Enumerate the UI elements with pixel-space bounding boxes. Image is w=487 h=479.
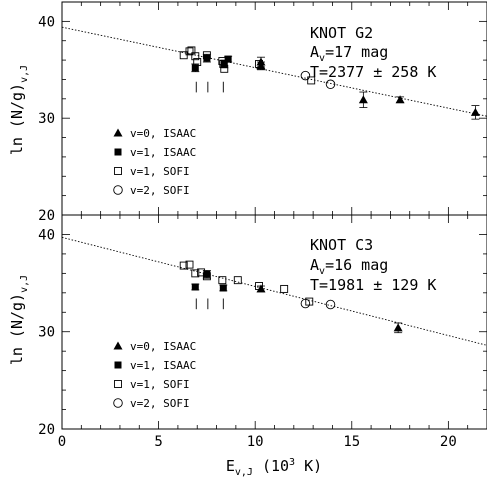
- bottom-data-point: [185, 260, 194, 269]
- bottom-x-tick-label: 0: [58, 434, 66, 450]
- top-data-point: [191, 64, 199, 72]
- bottom-legend-label: v=1, SOFI: [130, 378, 190, 391]
- bottom-data-point: [300, 298, 311, 309]
- top-annotation-temp: T=2377 ± 258 K: [310, 63, 436, 81]
- top-data-point: [203, 54, 211, 62]
- bottom-panel: 0 5 10 15 20 20 30 40 v=0, ISAAC v=1, ISAAC v=1, S…: [38, 214, 487, 450]
- bottom-data-point: [179, 261, 188, 270]
- bottom-y-tick-label: 30: [38, 325, 55, 341]
- bottom-y-tick-label: 40: [38, 227, 55, 243]
- top-data-point: [307, 76, 316, 85]
- top-data-point: [470, 107, 480, 116]
- bottom-x-tick-label: 10: [247, 434, 264, 450]
- top-data-point: [300, 70, 311, 81]
- bottom-legend-label: v=2, SOFI: [130, 397, 190, 410]
- bottom-data-point: [219, 284, 227, 292]
- bottom-data-point: [191, 283, 199, 291]
- top-data-point: [202, 51, 211, 60]
- top-legend-label: v=2, SOFI: [130, 184, 190, 197]
- bottom-legend-symbol: [113, 398, 123, 408]
- top-data-point: [255, 60, 263, 68]
- top-legend-symbol: [113, 128, 123, 137]
- bottom-data-point: [255, 282, 263, 290]
- top-data-point: [185, 47, 194, 56]
- top-y-tick-label: 30: [38, 111, 55, 127]
- bottom-x-tick-label: 15: [343, 434, 360, 450]
- top-legend-label: v=1, SOFI: [130, 165, 190, 178]
- bottom-data-point: [233, 276, 242, 285]
- bottom-data-point: [393, 323, 403, 332]
- top-data-point: [220, 60, 228, 68]
- bottom-data-point: [280, 284, 289, 293]
- bottom-annotation-av: Av=16 mag: [310, 256, 388, 277]
- bottom-legend-label: v=1, ISAAC: [130, 359, 196, 372]
- top-annotation-av: Av=17 mag: [310, 43, 388, 64]
- bottom-data-point: [202, 272, 211, 281]
- bottom-y-axis-label: ln (N/g)v,J: [8, 275, 30, 365]
- bottom-legend-label: v=0, ISAAC: [130, 340, 196, 353]
- bottom-legend-symbol: [114, 380, 122, 388]
- top-data-point: [218, 57, 227, 66]
- bottom-x-tick-label: 20: [440, 434, 457, 450]
- top-data-point: [191, 52, 200, 61]
- bottom-data-point: [256, 284, 266, 293]
- top-y-axis-label: ln (N/g)v,J: [8, 65, 30, 155]
- top-y-tick-label: 40: [38, 14, 55, 30]
- top-legend-symbol: [114, 167, 122, 175]
- bottom-data-point: [203, 270, 211, 278]
- top-data-point: [220, 64, 229, 73]
- bottom-legend-symbol: [114, 361, 122, 369]
- bottom-annotation-title: KNOT C3: [310, 236, 373, 254]
- top-data-point: [193, 58, 202, 66]
- top-legend-label: v=0, ISAAC: [130, 127, 196, 140]
- top-panel: 20 30 40 v=0, ISAAC v=1, ISAAC v=1, SOFI v=2, …: [38, 1, 487, 224]
- top-data-point: [395, 95, 405, 104]
- top-legend-label: v=1, ISAAC: [130, 146, 196, 159]
- bottom-data-point: [218, 276, 227, 285]
- top-annotation-title: KNOT G2: [310, 24, 373, 42]
- top-data-point: [224, 55, 232, 63]
- x-axis-label: Ev,J (103 K): [226, 457, 322, 478]
- bottom-data-point: [191, 269, 200, 278]
- bottom-annotation-temp: T=1981 ± 129 K: [310, 276, 436, 294]
- top-legend-symbol: [113, 185, 123, 195]
- bottom-data-point: [325, 299, 336, 310]
- bottom-x-tick-label: 5: [154, 434, 162, 450]
- bottom-y-tick-label: 20: [38, 422, 55, 438]
- top-data-point: [325, 79, 336, 90]
- bottom-panel-frame: [61, 214, 487, 430]
- top-data-point: [219, 60, 228, 68]
- bottom-fit-line: [61, 236, 487, 346]
- top-data-point: [358, 95, 368, 104]
- top-panel-frame: [61, 1, 487, 216]
- bottom-legend-symbol: [113, 341, 123, 350]
- top-legend-symbol: [114, 148, 122, 156]
- top-y-tick-label: 20: [38, 208, 55, 224]
